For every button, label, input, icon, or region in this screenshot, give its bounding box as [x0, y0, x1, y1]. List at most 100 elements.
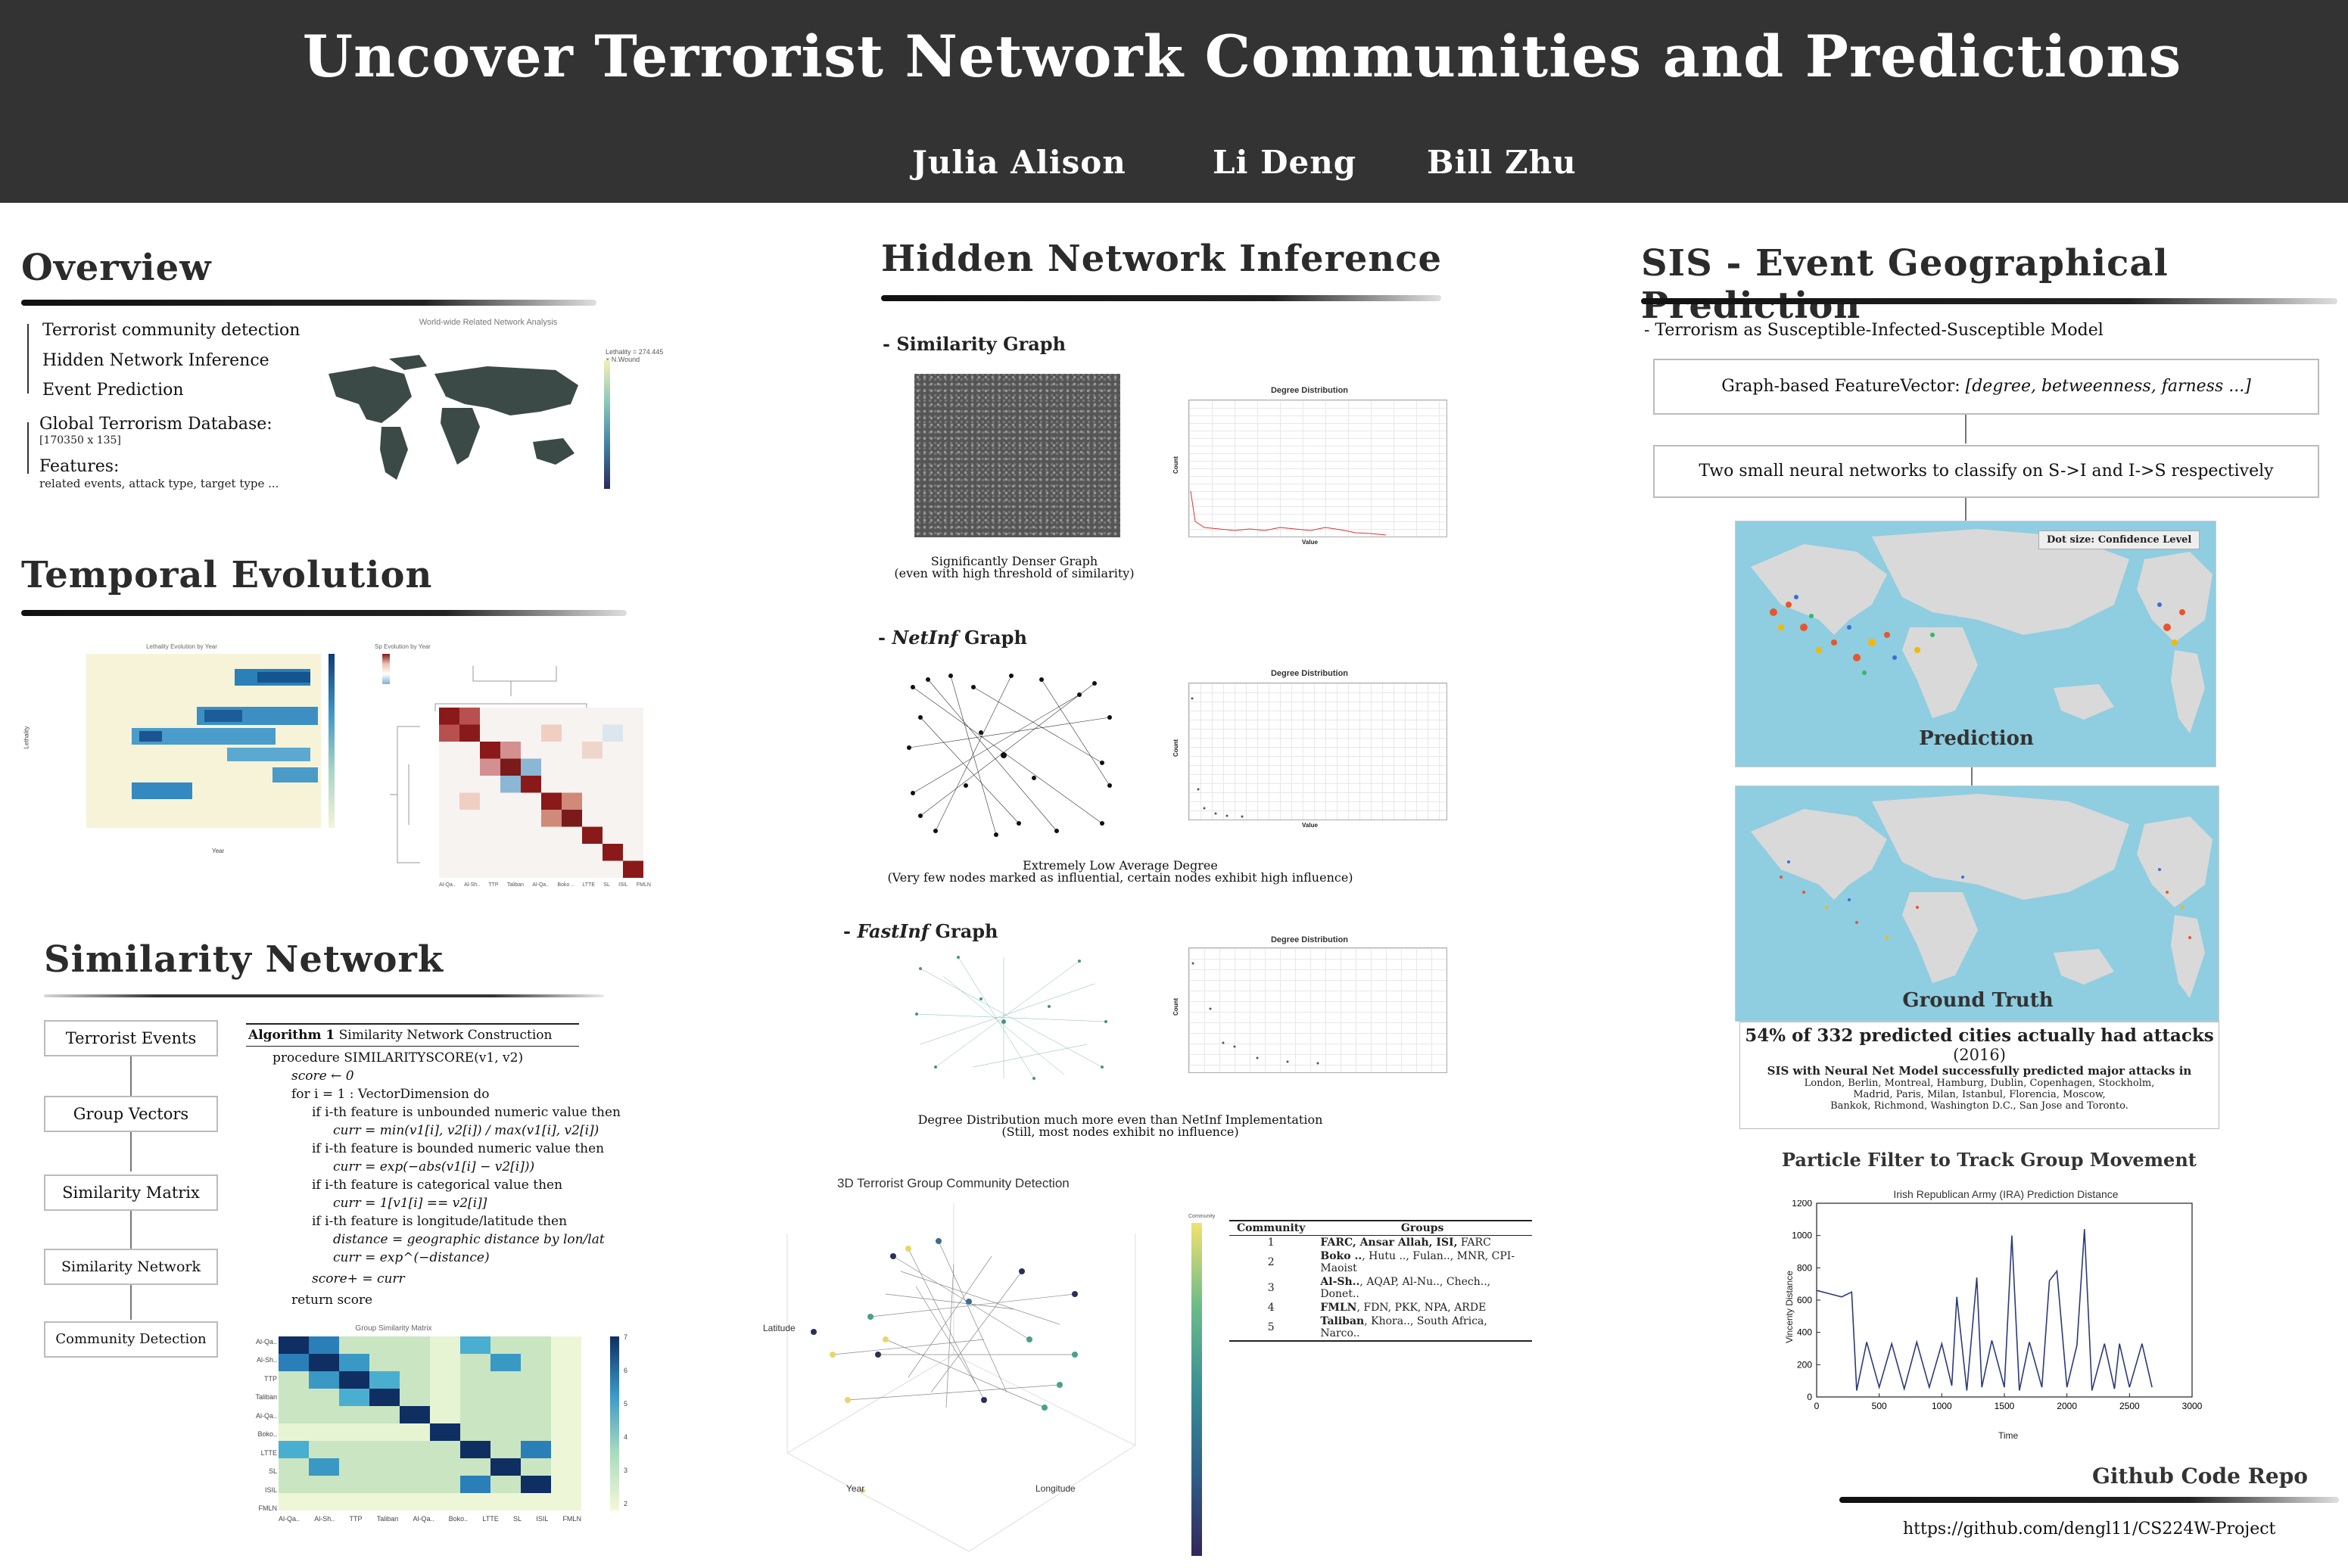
x-tick-label: 2500	[2119, 1401, 2140, 1411]
similarity-graph-label: - Similarity Graph	[883, 333, 1067, 355]
community-table: Community Groups 1 FARC, Ansar Allah, ISI…	[1229, 1220, 1532, 1342]
table-row: 2 Boko .., Hutu .., Fulan.., MNR, CPI-Mao…	[1267, 1250, 1515, 1274]
matrix-colorbar	[610, 1336, 619, 1510]
heatmap-colorbar	[329, 654, 335, 828]
particle-filter-title: Particle Filter to Track Group Movement	[1782, 1149, 2197, 1171]
hidden-network-title: Hidden Network Inference	[881, 238, 1443, 280]
cluster-xlabels: Al-Qa.. Al-Sh.. TTP Taliban Al-Qa.. Boko .. LT…	[439, 882, 651, 888]
db-label: Global Terrorism Database:	[39, 415, 272, 434]
group-similarity-matrix: Group Similarity Matrix Al-Qa.. Al-Sh.. TT…	[242, 1324, 643, 1544]
ground-truth-map: Ground Truth	[1735, 786, 2219, 1022]
temporal-underline	[21, 610, 627, 616]
overview-bullet-1: Terrorist community detection	[42, 321, 301, 340]
sis-subtitle: - Terrorism as Susceptible-Infected-Susc…	[1644, 321, 2104, 340]
flow-step-5: Community Detection	[44, 1321, 218, 1358]
dd1-series	[1190, 490, 1387, 536]
y-tick-label: 600	[1797, 1295, 1812, 1305]
x-tick-label: 1000	[1932, 1401, 1952, 1411]
features-label: Features:	[39, 457, 120, 476]
similarity-graph-image	[914, 374, 1120, 537]
community-3d-title: 3D Terrorist Group Community Detection	[837, 1176, 1070, 1190]
axis-year: Year	[846, 1483, 865, 1494]
lethality-heatmap: Lethality Evolution by Year Year Lethali…	[15, 643, 348, 870]
y-tick-label: 1200	[1792, 1200, 1812, 1209]
community-3d-plot	[786, 1203, 1136, 1552]
community-table-grid: Community Groups 1 FARC, Ansar Allah, ISI…	[1229, 1221, 1532, 1340]
cluster-matrix	[439, 708, 643, 878]
prediction-map-image	[1751, 529, 2213, 733]
flow-arrow	[130, 1056, 132, 1096]
dd2-plot	[1188, 683, 1447, 820]
similarity-caption-1: Significantly Denser Graph	[930, 554, 1098, 568]
hidden-network-underline	[881, 295, 1441, 301]
algo-rule-top	[246, 1023, 579, 1025]
similarity-matrix-grid	[279, 1336, 581, 1510]
bracket	[27, 422, 36, 474]
y-tick-label: 0	[1807, 1392, 1812, 1402]
dd3-plot	[1188, 947, 1447, 1073]
algo-line-7: curr = exp(−abs(v1[i] − v2[i]))	[333, 1159, 535, 1174]
algo-line-6: if i-th feature is bounded numeric value…	[312, 1141, 605, 1156]
poster-title: Uncover Terrorist Network Communities an…	[302, 23, 2182, 90]
prediction-map: Dot size: Confidence Level Prediction	[1735, 521, 2216, 767]
matrix-xlabels: Al-Qa.. Al-Sh.. TTP Taliban Al-Qa.. Boko.. LTT…	[279, 1515, 581, 1523]
dd3-ylabel: Count	[1172, 997, 1180, 1016]
cluster-colorbar	[382, 654, 390, 684]
overview-underline	[21, 300, 596, 306]
sis-underline	[1641, 298, 2337, 304]
dd3-series	[1191, 962, 1319, 1065]
algo-line-13: score+ = curr	[312, 1271, 405, 1286]
dd1-ylabel: Count	[1172, 456, 1180, 474]
x-tick-label: 0	[1814, 1401, 1820, 1411]
author-2: Li Deng	[1213, 144, 1357, 181]
fastinf-caption-1: Degree Distribution much more even than …	[917, 1112, 1323, 1127]
result-detail-1: SIS with Neural Net Model successfully p…	[1767, 1064, 2192, 1078]
algo-line-14: return score	[291, 1293, 373, 1308]
overview-bullet-3: Event Prediction	[42, 381, 184, 400]
author-3: Bill Zhu	[1427, 144, 1577, 181]
temporal-title: Temporal Evolution	[21, 554, 433, 596]
x-tick-label: 1500	[1995, 1401, 2015, 1411]
fastinf-caption-2: (Still, most nodes exhibit no influence)	[1001, 1125, 1239, 1139]
degree-dist-chart-1: Degree Distribution Value Count	[1166, 386, 1453, 552]
overview-title: Overview	[21, 247, 212, 289]
algo-line-3: for i = 1 : VectorDimension do	[291, 1087, 490, 1102]
colorbar-label: Community	[1188, 1214, 1216, 1219]
cluster-title: Sp Evolution by Year	[375, 643, 431, 650]
sis-title: SIS - Event Geographical Prediction	[1641, 242, 2169, 327]
flow-step-3: Similarity Matrix	[44, 1174, 218, 1211]
chart-title: Irish Republican Army (IRA) Prediction D…	[1893, 1188, 2119, 1200]
flow-arrow	[1971, 767, 1973, 786]
y-tick-label: 1000	[1792, 1230, 1812, 1241]
dd2-xlabel: Value	[1302, 822, 1318, 829]
flow-step-4: Similarity Network	[44, 1249, 218, 1285]
overview-bullet-2: Hidden Network Inference	[42, 351, 269, 370]
result-detail-4: Bankok, Richmond, Washington D.C., San J…	[1830, 1100, 2128, 1112]
author-1: Julia Alison	[912, 144, 1126, 181]
algo-line-12: curr = exp^(−distance)	[333, 1250, 490, 1265]
heatmap-ylabel: Lethality	[23, 726, 30, 749]
github-link[interactable]: https://github.com/dengl11/CS224W-Projec…	[1903, 1520, 2276, 1538]
ira-distance-chart: Irish Republican Army (IRA) Prediction D…	[1771, 1188, 2203, 1453]
flow-arrow	[1965, 415, 1967, 443]
result-main: 54% of 332 predicted cities actually had…	[1745, 1025, 2214, 1046]
flow-step-1: Terrorist Events	[44, 1020, 218, 1056]
github-underline	[1839, 1497, 2339, 1503]
axis-latitude: Latitude	[763, 1323, 796, 1333]
degree-dist-chart-2: Degree Distribution Value Count	[1166, 669, 1453, 835]
result-box: 54% of 332 predicted cities actually had…	[1739, 1022, 2219, 1129]
algo-line-1: procedure SIMILARITYSCORE(v1, v2)	[272, 1050, 524, 1066]
fastinf-graph-image	[915, 956, 1107, 1080]
bracket	[27, 324, 36, 394]
x-tick-label: 3000	[2182, 1401, 2203, 1411]
table-row: 5 Taliban, Khora.., South Africa, Narco..	[1267, 1315, 1487, 1339]
world-map-title: World-wide Related Network Analysis	[419, 318, 558, 327]
y-tick-label: 200	[1797, 1359, 1812, 1370]
fastinf-graph-label: - FastInf Graph	[843, 920, 998, 942]
result-year: (2016)	[1953, 1046, 2006, 1064]
simnet-underline	[44, 994, 604, 997]
nn-box: Two small neural networks to classify on…	[1653, 445, 2319, 498]
world-map	[313, 351, 593, 487]
dd3-title: Degree Distribution	[1270, 935, 1349, 944]
